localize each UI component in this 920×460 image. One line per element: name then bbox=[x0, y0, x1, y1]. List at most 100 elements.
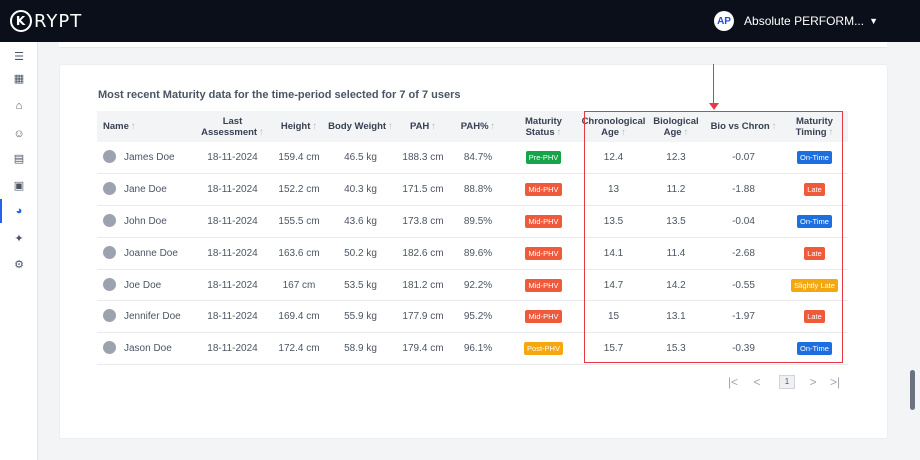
column-header[interactable]: Chronological Age ↑ bbox=[581, 111, 646, 142]
sidebar: ☰ ▦ ⌂ ☺ ▤ ▣ ◕ ✦ ⚙ bbox=[0, 42, 38, 460]
scrollbar-thumb[interactable] bbox=[910, 370, 915, 410]
column-header[interactable]: Maturity Timing ↑ bbox=[781, 111, 848, 142]
calendar-icon[interactable]: ▦ bbox=[13, 72, 25, 85]
sort-arrow-icon[interactable]: ↑ bbox=[431, 121, 437, 132]
cell-bio: 13.1 bbox=[646, 300, 706, 334]
user-name[interactable]: Jane Doe bbox=[124, 184, 167, 196]
column-header[interactable]: PAH% ↑ bbox=[450, 111, 506, 142]
user-name[interactable]: Jason Doe bbox=[124, 343, 172, 355]
cell-pahp: 92.2% bbox=[450, 269, 506, 302]
last-page-icon[interactable]: >| bbox=[829, 375, 841, 389]
sort-arrow-icon[interactable]: ↑ bbox=[312, 121, 318, 132]
home-icon[interactable]: ⌂ bbox=[15, 100, 23, 112]
logo-mark: K bbox=[10, 10, 32, 32]
table-row[interactable]: Joe Doe 18-11-2024 167 cm 53.5 kg 181.2 cm 92… bbox=[97, 269, 848, 302]
status-badge: Mid-PHV bbox=[525, 246, 562, 260]
timing-badge: On-Time bbox=[797, 214, 832, 228]
sort-arrow-icon[interactable]: ↑ bbox=[130, 121, 136, 132]
table-body: James Doe 18-11-2024 159.4 cm 46.5 kg 188.3 … bbox=[97, 142, 848, 366]
users-icon[interactable]: ☺ bbox=[13, 128, 25, 140]
app-logo[interactable]: K RYPT bbox=[10, 10, 82, 32]
sort-arrow-icon[interactable]: ↑ bbox=[388, 121, 393, 132]
cell-chron: 13.5 bbox=[581, 205, 646, 238]
prev-page-icon[interactable]: < bbox=[753, 375, 761, 389]
cell-status: Mid-PHV bbox=[506, 205, 581, 238]
column-header[interactable]: Name ↑ bbox=[97, 111, 192, 142]
cell-chron: 14.1 bbox=[581, 237, 646, 270]
cell-bio: 11.4 bbox=[646, 237, 706, 270]
avatar bbox=[103, 277, 116, 291]
status-badge: Mid-PHV bbox=[525, 183, 562, 197]
status-badge: Mid-PHV bbox=[525, 214, 562, 228]
user-name[interactable]: Joanne Doe bbox=[124, 247, 178, 259]
pie-chart-icon[interactable]: ◕ bbox=[0, 199, 38, 223]
cell-status: Pre-PHV bbox=[506, 142, 581, 175]
column-header[interactable]: Maturity Status ↑ bbox=[506, 111, 581, 142]
gear-icon[interactable]: ⚙ bbox=[14, 258, 24, 271]
user-name[interactable]: Jennifer Doe bbox=[124, 311, 181, 323]
first-page-icon[interactable]: |< bbox=[727, 375, 739, 389]
avatar bbox=[103, 245, 116, 259]
cell-diff: -1.88 bbox=[706, 173, 781, 207]
sort-arrow-icon[interactable]: ↑ bbox=[621, 126, 626, 138]
cell-name: Jason Doe bbox=[97, 332, 192, 366]
column-header-label: PAH bbox=[409, 121, 430, 132]
cell-diff: -1.97 bbox=[706, 300, 781, 334]
table-row[interactable]: James Doe 18-11-2024 159.4 cm 46.5 kg 188.3 … bbox=[97, 142, 848, 175]
column-header-label: Name bbox=[103, 121, 129, 132]
menu-icon[interactable]: ☰ bbox=[14, 50, 24, 63]
avatar bbox=[103, 341, 116, 355]
cell-pah: 177.9 cm bbox=[396, 300, 450, 334]
cards-icon[interactable]: ▤ bbox=[13, 152, 25, 165]
cell-status: Mid-PHV bbox=[506, 173, 581, 207]
sort-arrow-icon[interactable]: ↑ bbox=[259, 126, 264, 138]
pagination: |< < 1 > >| bbox=[723, 375, 847, 389]
cell-height: 155.5 cm bbox=[273, 205, 325, 238]
cell-name: Joanne Doe bbox=[97, 237, 192, 270]
cell-chron: 15.7 bbox=[581, 332, 646, 366]
user-name[interactable]: John Doe bbox=[124, 216, 167, 228]
cell-timing: Slightly Late bbox=[781, 269, 848, 302]
sort-arrow-icon[interactable]: ↑ bbox=[828, 126, 834, 138]
cell-diff: -0.55 bbox=[706, 269, 781, 302]
table-row[interactable]: John Doe 18-11-2024 155.5 cm 43.6 kg 173.8 c… bbox=[97, 205, 848, 238]
column-header[interactable]: Last Assessment ↑ bbox=[192, 111, 273, 142]
timing-badge: On-Time bbox=[797, 151, 832, 165]
column-header[interactable]: Body Weight ↑ bbox=[325, 111, 396, 142]
column-header[interactable]: Bio vs Chron ↑ bbox=[706, 111, 781, 142]
cell-height: 172.4 cm bbox=[273, 332, 325, 366]
sort-arrow-icon[interactable]: ↑ bbox=[556, 126, 562, 138]
sparkle-icon[interactable]: ✦ bbox=[14, 232, 24, 245]
current-page[interactable]: 1 bbox=[779, 375, 795, 389]
table-row[interactable]: Jane Doe 18-11-2024 152.2 cm 40.3 kg 171.5 c… bbox=[97, 173, 848, 207]
sort-arrow-icon[interactable]: ↑ bbox=[683, 126, 689, 138]
user-name[interactable]: Joe Doe bbox=[124, 279, 162, 291]
column-header-label: PAH% bbox=[460, 121, 489, 132]
cell-chron: 12.4 bbox=[581, 142, 646, 175]
cell-pah: 188.3 cm bbox=[396, 142, 450, 175]
org-switcher[interactable]: AP Absolute PERFORM... ▼ bbox=[714, 11, 878, 31]
cell-chron: 14.7 bbox=[581, 269, 646, 302]
user-name[interactable]: James Doe bbox=[124, 152, 175, 164]
cell-pahp: 88.8% bbox=[450, 173, 506, 207]
gallery-icon[interactable]: ▣ bbox=[13, 179, 25, 192]
next-page-icon[interactable]: > bbox=[809, 375, 817, 389]
table-row[interactable]: Joanne Doe 18-11-2024 163.6 cm 50.2 kg 182.6… bbox=[97, 237, 848, 270]
sort-arrow-icon[interactable]: ↑ bbox=[771, 121, 777, 132]
cell-timing: On-Time bbox=[781, 142, 848, 175]
cell-diff: -0.07 bbox=[706, 142, 781, 175]
cell-pahp: 96.1% bbox=[450, 332, 506, 366]
cell-status: Mid-PHV bbox=[506, 237, 581, 270]
cell-weight: 55.9 kg bbox=[325, 300, 396, 334]
cell-pah: 171.5 cm bbox=[396, 173, 450, 207]
maturity-card: Most recent Maturity data for the time-p… bbox=[59, 64, 888, 439]
column-header[interactable]: Biological Age ↑ bbox=[646, 111, 706, 142]
table-row[interactable]: Jennifer Doe 18-11-2024 169.4 cm 55.9 kg 177… bbox=[97, 300, 848, 334]
column-header-label: Maturity Timing bbox=[795, 115, 833, 138]
cell-status: Post-PHV bbox=[506, 332, 581, 366]
cell-timing: Late bbox=[781, 173, 848, 207]
column-header[interactable]: PAH ↑ bbox=[396, 111, 450, 142]
sort-arrow-icon[interactable]: ↑ bbox=[490, 121, 496, 132]
table-row[interactable]: Jason Doe 18-11-2024 172.4 cm 58.9 kg 179.4 … bbox=[97, 332, 848, 366]
column-header[interactable]: Height ↑ bbox=[273, 111, 325, 142]
